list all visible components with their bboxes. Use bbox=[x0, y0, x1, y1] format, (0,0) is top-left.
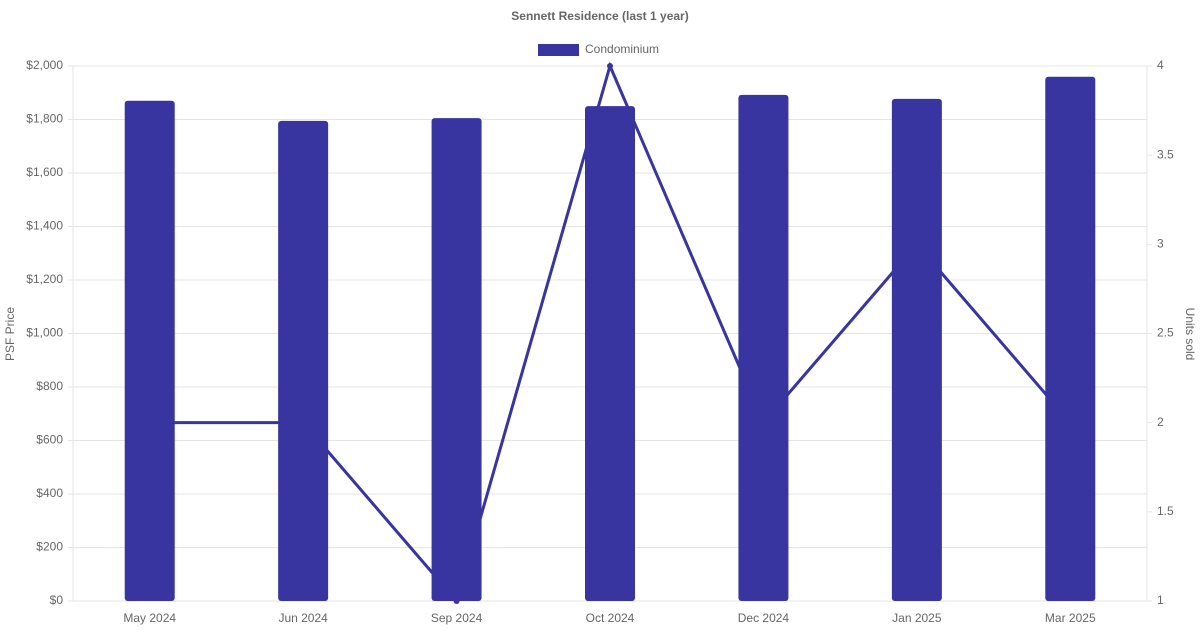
y-tick-label: $0 bbox=[50, 593, 64, 607]
bar bbox=[585, 106, 635, 601]
bar bbox=[1045, 76, 1096, 601]
y-tick-label: $1,800 bbox=[26, 112, 63, 126]
y2-tick-label: 1.5 bbox=[1157, 504, 1174, 518]
y-tick-label: $1,400 bbox=[26, 219, 63, 233]
bar bbox=[278, 120, 329, 602]
y-tick-label: $1,600 bbox=[26, 165, 63, 179]
x-tick-label: Oct 2024 bbox=[586, 611, 635, 625]
x-tick-label: Mar 2025 bbox=[1045, 611, 1096, 625]
legend-swatch bbox=[538, 44, 579, 56]
y-tick-label: $200 bbox=[36, 540, 63, 554]
y2-tick-label: 4 bbox=[1157, 58, 1164, 72]
bar bbox=[431, 118, 482, 601]
bar bbox=[891, 98, 942, 601]
y-tick-label: $800 bbox=[36, 379, 63, 393]
y-tick-label: $1,000 bbox=[26, 326, 63, 340]
y2-tick-label: 2.5 bbox=[1157, 326, 1174, 340]
bar bbox=[738, 94, 789, 601]
x-tick-label: Dec 2024 bbox=[738, 611, 790, 625]
y-tick-label: $600 bbox=[36, 433, 63, 447]
bar bbox=[124, 100, 175, 602]
y2-tick-label: 3 bbox=[1157, 237, 1164, 251]
x-tick-label: Jan 2025 bbox=[892, 611, 942, 625]
y2-tick-label: 2 bbox=[1157, 415, 1164, 429]
legend-label: Condominium bbox=[585, 42, 659, 56]
x-tick-label: May 2024 bbox=[123, 611, 176, 625]
x-tick-label: Sep 2024 bbox=[431, 611, 483, 625]
y2-tick-label: 1 bbox=[1157, 593, 1164, 607]
y-axis-label: PSF Price bbox=[3, 307, 17, 361]
y-tick-label: $1,200 bbox=[26, 272, 63, 286]
y-tick-label: $400 bbox=[36, 486, 63, 500]
point bbox=[607, 63, 613, 69]
y-tick-label: $2,000 bbox=[26, 58, 63, 72]
chart-title: Sennett Residence (last 1 year) bbox=[511, 9, 688, 23]
x-tick-label: Jun 2024 bbox=[278, 611, 328, 625]
y2-axis-label: Units sold bbox=[1183, 308, 1197, 361]
y2-tick-label: 3.5 bbox=[1157, 147, 1174, 161]
